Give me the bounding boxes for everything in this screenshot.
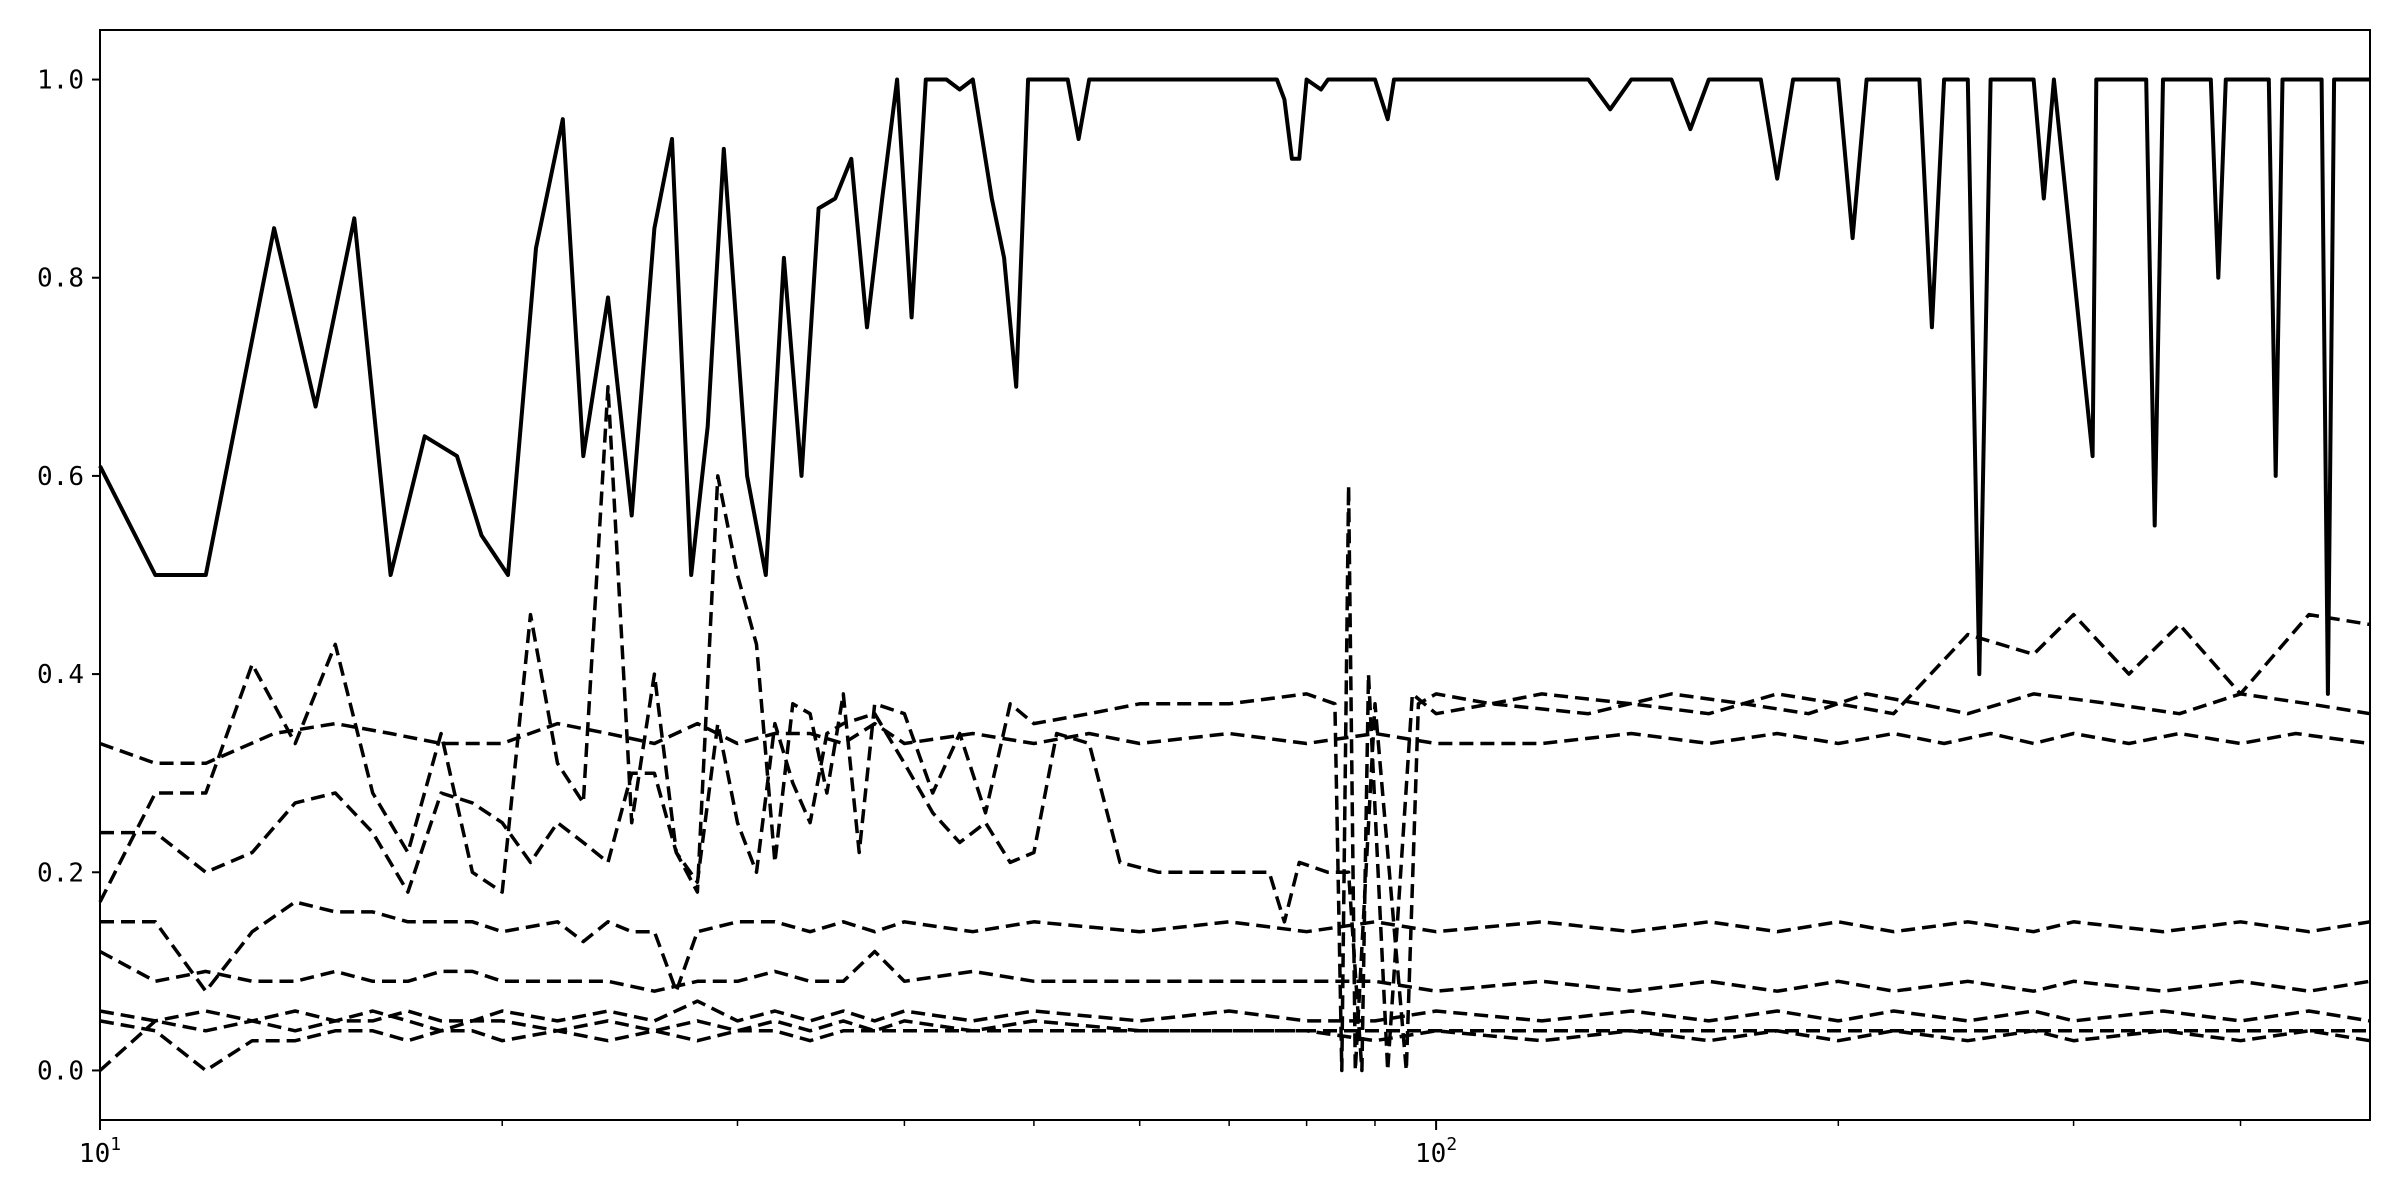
x-axis: 101 102 [79, 1120, 2242, 1169]
y-tick-label: 0.8 [37, 264, 84, 294]
y-tick-label: 0.0 [37, 1056, 84, 1086]
y-tick-label: 0.4 [37, 660, 84, 690]
series-line-1 [98, 77, 2370, 696]
y-tick-label: 1.0 [37, 66, 84, 96]
series-line-2 [99, 721, 2371, 766]
y-tick-label: 0.2 [37, 858, 84, 888]
series-line-6 [99, 949, 2371, 993]
y-tick-label: 0.6 [37, 462, 84, 492]
series-line-8 [98, 1009, 2371, 1072]
x-tick-label: 101 [79, 1134, 121, 1169]
plot-frame [99, 29, 2371, 1121]
series-line-5 [98, 384, 2371, 1073]
series-line-4 [100, 900, 2371, 993]
series-line-9 [99, 1019, 2370, 1073]
series-line-3 [100, 612, 2371, 1073]
series-line-7 [99, 999, 2371, 1033]
x-tick-label: 102 [1415, 1134, 1457, 1169]
series-layer [98, 77, 2371, 1073]
y-axis: 0.0 0.2 0.4 0.6 0.8 1.0 [37, 66, 100, 1086]
